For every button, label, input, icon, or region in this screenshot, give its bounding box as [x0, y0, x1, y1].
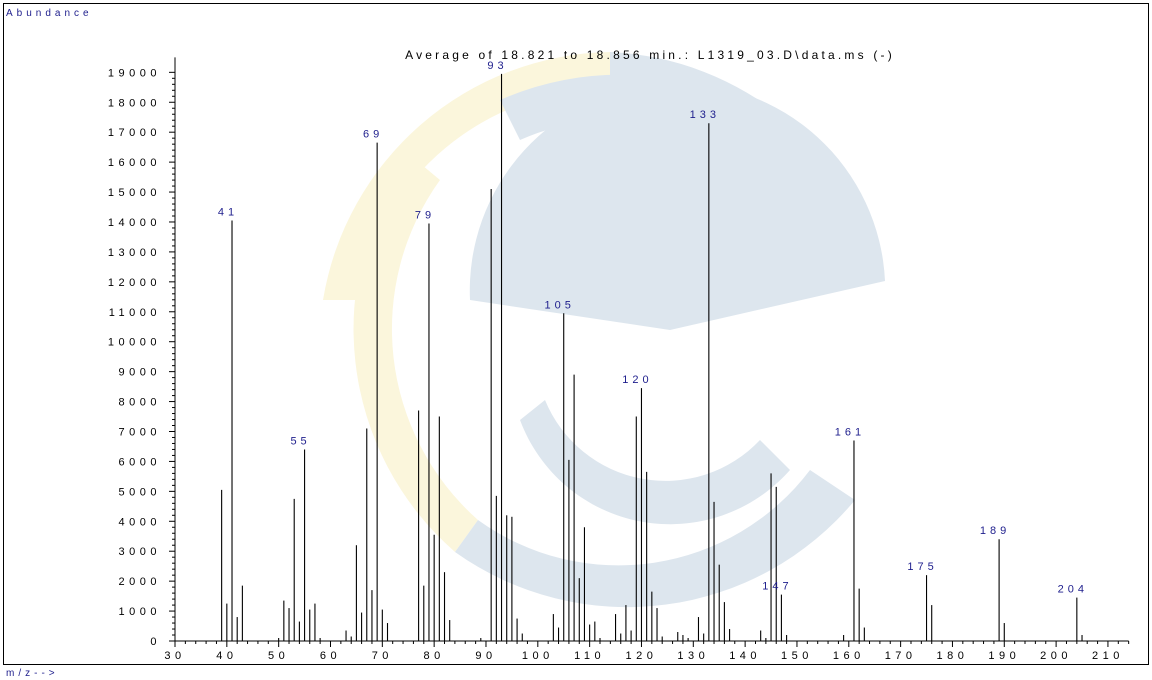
y-tick-label: 5000 — [119, 486, 161, 498]
y-tick-label: 19000 — [108, 67, 161, 79]
y-tick-label: 10000 — [108, 337, 161, 349]
x-tick-label: 150 — [781, 650, 813, 662]
y-tick-label: 17000 — [108, 127, 161, 139]
x-tick-label: 190 — [988, 650, 1020, 662]
x-axis-label: m/z--> — [6, 668, 59, 679]
x-tick-label: 180 — [937, 650, 969, 662]
x-tick-label: 90 — [475, 650, 496, 662]
peak-label: 147 — [762, 581, 792, 593]
x-tick-label: 70 — [372, 650, 393, 662]
y-axis-label: Abundance — [6, 8, 93, 19]
x-tick-label: 210 — [1092, 650, 1124, 662]
y-tick-label: 4000 — [119, 516, 161, 528]
y-tick-label: 16000 — [108, 157, 161, 169]
y-tick-label: 8000 — [119, 397, 161, 409]
x-tick-label: 130 — [677, 650, 709, 662]
y-tick-label: 15000 — [108, 187, 161, 199]
peak-label: 105 — [545, 299, 575, 311]
x-tick-label: 60 — [320, 650, 341, 662]
y-tick-label: 2000 — [119, 576, 161, 588]
plot-frame — [3, 3, 1149, 665]
x-tick-label: 50 — [268, 650, 289, 662]
x-tick-label: 30 — [164, 650, 185, 662]
y-tick-label: 0 — [150, 636, 161, 648]
y-tick-label: 1000 — [119, 606, 161, 618]
x-tick-label: 110 — [574, 650, 605, 662]
y-tick-label: 18000 — [108, 97, 161, 109]
y-tick-label: 6000 — [119, 456, 161, 468]
x-tick-label: 80 — [424, 650, 445, 662]
peak-label: 204 — [1058, 584, 1088, 596]
chart-title: Average of 18.821 to 18.856 min.: L1319_… — [405, 48, 895, 62]
peak-label: 93 — [487, 60, 507, 72]
x-tick-label: 170 — [885, 650, 917, 662]
x-tick-label: 160 — [833, 650, 865, 662]
peak-label: 69 — [363, 129, 383, 141]
peak-label: 55 — [290, 435, 310, 447]
peak-label: 133 — [690, 109, 720, 121]
y-tick-label: 3000 — [119, 546, 161, 558]
y-tick-label: 12000 — [108, 277, 161, 289]
peak-label: 41 — [218, 206, 238, 218]
x-tick-label: 200 — [1040, 650, 1072, 662]
x-tick-label: 120 — [626, 650, 658, 662]
y-tick-label: 14000 — [108, 217, 161, 229]
peak-label: 175 — [907, 561, 937, 573]
y-tick-label: 7000 — [119, 426, 161, 438]
peak-label: 161 — [835, 426, 865, 438]
peak-label: 79 — [415, 209, 435, 221]
y-tick-label: 9000 — [119, 367, 161, 379]
x-tick-label: 140 — [729, 650, 761, 662]
peak-label: 120 — [622, 374, 652, 386]
y-tick-label: 13000 — [108, 247, 161, 259]
peak-label: 189 — [980, 525, 1010, 537]
x-tick-label: 40 — [216, 650, 237, 662]
x-tick-label: 100 — [522, 650, 554, 662]
y-tick-label: 11000 — [109, 307, 161, 319]
